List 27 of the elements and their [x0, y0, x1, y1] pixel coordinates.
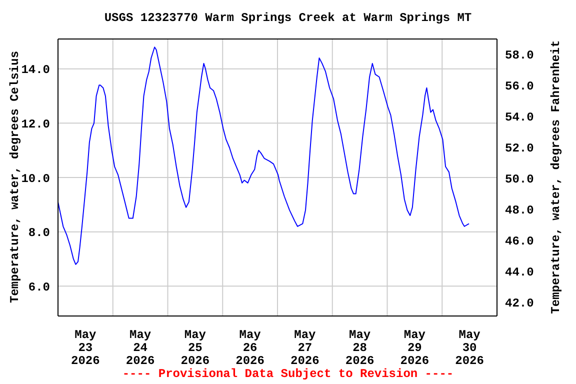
y-tick-label: 10.0 [21, 172, 50, 186]
x-tick-label: May 25 2026 [180, 328, 210, 368]
x-tick-label: May 23 2026 [71, 328, 100, 368]
line-series [58, 46, 470, 265]
x-tick-label: May 26 2026 [236, 328, 264, 368]
y2-tick-label: 54.0 [505, 110, 534, 125]
y2-tick-label: 46.0 [505, 234, 534, 248]
y2-tick-label: 58.0 [505, 48, 534, 63]
x-tick-label: May 27 2026 [290, 328, 320, 368]
y-axis-title: Temperature, water, degrees Celsius [8, 50, 22, 304]
x-tick-label: May 30 2026 [455, 328, 484, 368]
x-tick-label: May 29 2026 [400, 328, 430, 368]
x-tick-label: May 28 2026 [345, 328, 374, 368]
y-tick-label: 6.0 [28, 280, 50, 294]
y2-axis-title: Temperature, water, degrees Fahrenheit [549, 40, 563, 314]
y-tick-label: 8.0 [28, 226, 50, 240]
y2-tick-label: 48.0 [505, 203, 534, 218]
y2-tick-label: 44.0 [505, 265, 534, 280]
y2-tick-label: 50.0 [505, 172, 534, 187]
y2-tick-label: 42.0 [505, 296, 534, 310]
y-tick-label: 12.0 [21, 117, 50, 132]
text: ---- Provisional Data Subject to Revision ---- [121, 367, 455, 381]
chart-title: USGS 12323770 Warm Springs Creek at Warm Springs MT [103, 11, 473, 25]
y2-tick-label: 52.0 [505, 142, 534, 156]
y-tick-label: 14.0 [21, 63, 50, 78]
y2-tick-label: 56.0 [505, 80, 534, 94]
x-tick-label: May 24 2026 [126, 328, 155, 368]
